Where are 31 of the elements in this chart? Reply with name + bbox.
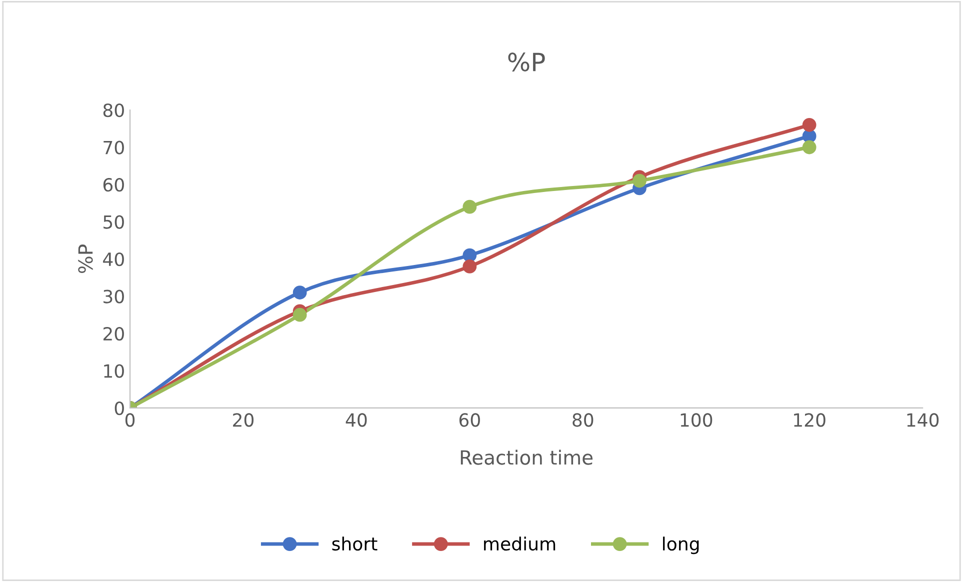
point (462, 259, 477, 274)
x-tick-label: 140 (907, 413, 939, 427)
x-tick-label: 0 (125, 413, 135, 427)
x-tick-label: 80 (572, 413, 594, 427)
point (292, 286, 307, 300)
point (462, 248, 477, 262)
x-tick-label: 120 (794, 413, 826, 427)
point (462, 200, 477, 214)
x-tick-label: 20 (233, 413, 254, 427)
x-axis-title: Reaction time (460, 450, 593, 465)
legend-label: long (663, 536, 699, 554)
point (802, 118, 816, 132)
y-tick-label: 20 (103, 326, 124, 341)
y-tick-label: 40 (103, 252, 124, 266)
x-tick-label: 100 (680, 413, 712, 427)
y-tick-label: 10 (104, 364, 124, 378)
y-axis-title: %P (78, 244, 93, 274)
legend-label: medium (484, 536, 556, 551)
legend-label: short (332, 536, 378, 551)
y-tick-label: 30 (104, 290, 124, 304)
point (292, 308, 307, 322)
y-tick-label: 50 (104, 215, 124, 229)
x-tick-label: 40 (346, 413, 367, 427)
y-tick-label: 0 (114, 401, 124, 416)
point (802, 140, 816, 154)
point (632, 174, 646, 188)
y-tick-label: 80 (103, 103, 124, 118)
y-tick-label: 60 (103, 178, 124, 192)
y-tick-label: 70 (104, 140, 124, 154)
chart-title: %P (508, 52, 545, 72)
x-tick-label: 60 (459, 413, 480, 427)
